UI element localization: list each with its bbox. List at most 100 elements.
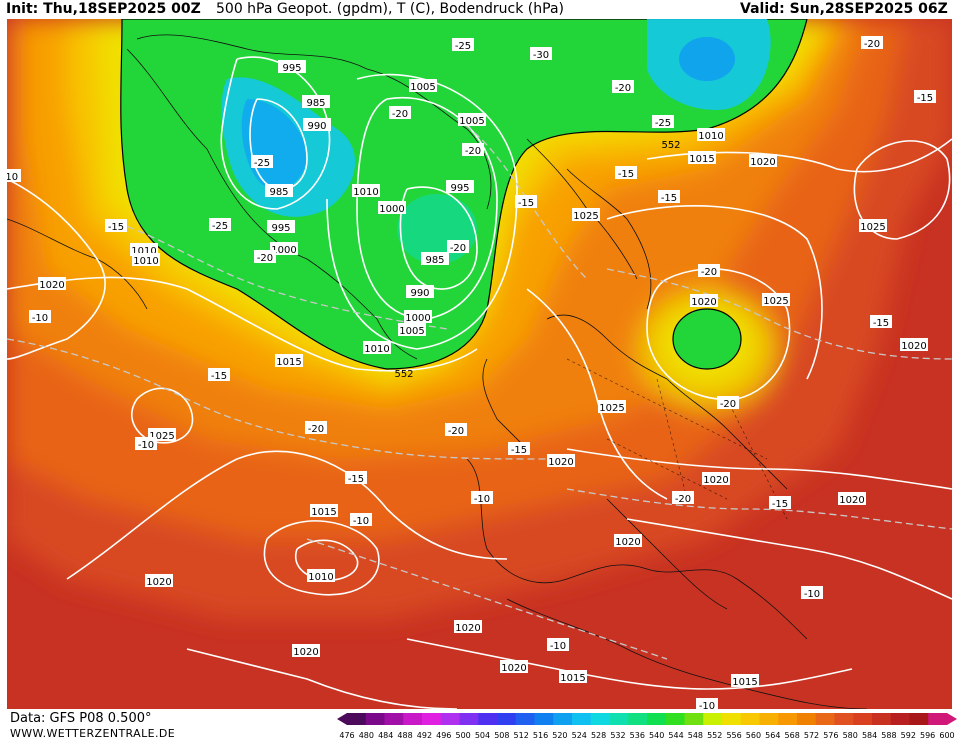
isotherm-label: -10 (32, 313, 48, 324)
isobar-label: 1000 (379, 204, 404, 215)
isobar-label: 1010 (698, 131, 723, 142)
isotherm-label: -15 (772, 499, 788, 510)
isobar-label: 995 (282, 63, 301, 74)
website-credit: WWW.WETTERZENTRALE.DE (10, 727, 176, 740)
scale-swatch (365, 713, 385, 725)
temperature-label-layer: -25 -30 -20 -25 -20 -25 -25 -15 -20 -15 … (7, 36, 936, 709)
isobar-label: 995 (271, 223, 290, 234)
scale-swatch (759, 713, 779, 725)
scale-swatch (684, 713, 704, 725)
isobar-label: 1015 (560, 673, 585, 684)
isotherm-label: -10 (7, 172, 18, 183)
scale-swatch (515, 713, 535, 725)
map-footer: Data: GFS P08 0.500° WWW.WETTERZENTRALE.… (0, 709, 959, 741)
isobar-label: 1020 (39, 280, 64, 291)
scale-tick-label: 548 (688, 731, 703, 740)
scale-swatch (534, 713, 554, 725)
isotherm-label: -10 (353, 516, 369, 527)
scale-swatch (403, 713, 423, 725)
isobar-label: 1025 (573, 211, 598, 222)
isobar-label: 1020 (691, 297, 716, 308)
isotherm-label: -20 (675, 494, 691, 505)
borders (566, 358, 788, 520)
scale-tick-label: 556 (726, 731, 741, 740)
isotherm-label: -25 (655, 118, 671, 129)
data-source: Data: GFS P08 0.500° (10, 711, 152, 726)
isobar-label: 1020 (750, 157, 775, 168)
scale-arrow-left (337, 713, 347, 725)
scale-swatch (609, 713, 629, 725)
isobar-label: 1020 (901, 341, 926, 352)
isobar-label: 990 (307, 121, 326, 132)
scale-tick-label: 516 (533, 731, 548, 740)
isobar-label: 1025 (860, 222, 885, 233)
isobar-label: 1010 (353, 187, 378, 198)
isotherm-label: -10 (550, 641, 566, 652)
isobar-label: 995 (450, 183, 469, 194)
isobar-label: 1015 (732, 677, 757, 688)
scale-swatch (797, 713, 817, 725)
scale-swatch (909, 713, 929, 725)
isobar-label: 985 (269, 187, 288, 198)
isobar-label: 1005 (459, 116, 484, 127)
scale-tick-label: 576 (823, 731, 838, 740)
scale-tick-label: 520 (552, 731, 567, 740)
scale-swatch (440, 713, 460, 725)
scale-swatch (665, 713, 685, 725)
scale-tick-label: 592 (901, 731, 916, 740)
isotherm-label: -25 (455, 41, 471, 52)
isotherm-label: -10 (474, 494, 490, 505)
geopotential-label: 552 (661, 140, 680, 151)
isotherm-label: -20 (465, 146, 481, 157)
isotherm-label: -20 (615, 83, 631, 94)
scale-tick-label: 504 (475, 731, 490, 740)
isobar-label: 990 (410, 288, 429, 299)
isotherm-label: -10 (699, 701, 715, 709)
isotherm-label: -15 (211, 371, 227, 382)
scale-swatch (459, 713, 479, 725)
scale-swatch (478, 713, 498, 725)
scale-swatch (590, 713, 610, 725)
isotherm-label: -20 (450, 243, 466, 254)
isotherm-label: -15 (917, 93, 933, 104)
isobar-label: 1020 (839, 495, 864, 506)
scale-tick-label: 488 (397, 731, 412, 740)
isobar-label: 1020 (548, 457, 573, 468)
color-scale-bar: 476 480 484 488 492 496 500 504 508 512 516 520 524 5… (337, 713, 957, 740)
isotherm-label: -15 (348, 474, 364, 485)
scale-tick-label: 536 (630, 731, 645, 740)
isotherm-label: -15 (108, 222, 124, 233)
isobar-label: 1020 (501, 663, 526, 674)
scale-swatch (928, 713, 948, 725)
scale-swatch (872, 713, 892, 725)
isobar-label: 1010 (308, 572, 333, 583)
map-header: Init: Thu,18SEP2025 00Z 500 hPa Geopot. … (0, 0, 959, 19)
scale-tick-label: 524 (572, 731, 587, 740)
scale-swatch (815, 713, 835, 725)
isobar-label: 1000 (271, 245, 296, 256)
scale-arrow-right (947, 713, 957, 725)
scale-swatch (703, 713, 723, 725)
scale-swatch (347, 713, 367, 725)
isotherm-label: -15 (618, 169, 634, 180)
scale-tick-label: 584 (862, 731, 877, 740)
scale-tick-label: 544 (668, 731, 683, 740)
isobar-label: 1020 (293, 647, 318, 658)
isotherm-label: -20 (720, 399, 736, 410)
isobar-label: 1010 (133, 256, 158, 267)
isobar-label: 1005 (410, 82, 435, 93)
weather-map: 995 1005 990 985 995 985 1010 1000 995 1… (7, 19, 952, 709)
temperature-isotherms (7, 118, 952, 660)
isobar-label: 1005 (399, 326, 424, 337)
isotherm-label: -20 (864, 39, 880, 50)
scale-tick-label: 568 (785, 731, 800, 740)
scale-tick-label: 564 (765, 731, 780, 740)
isobar-label: 1020 (146, 577, 171, 588)
isotherm-label: -20 (448, 426, 464, 437)
isobar-label: 1025 (763, 296, 788, 307)
isotherm-label: -15 (873, 318, 889, 329)
scale-tick-label: 596 (920, 731, 935, 740)
scale-swatch (572, 713, 592, 725)
isobar-label: 1015 (311, 507, 336, 518)
isobar-label: 985 (425, 255, 444, 266)
